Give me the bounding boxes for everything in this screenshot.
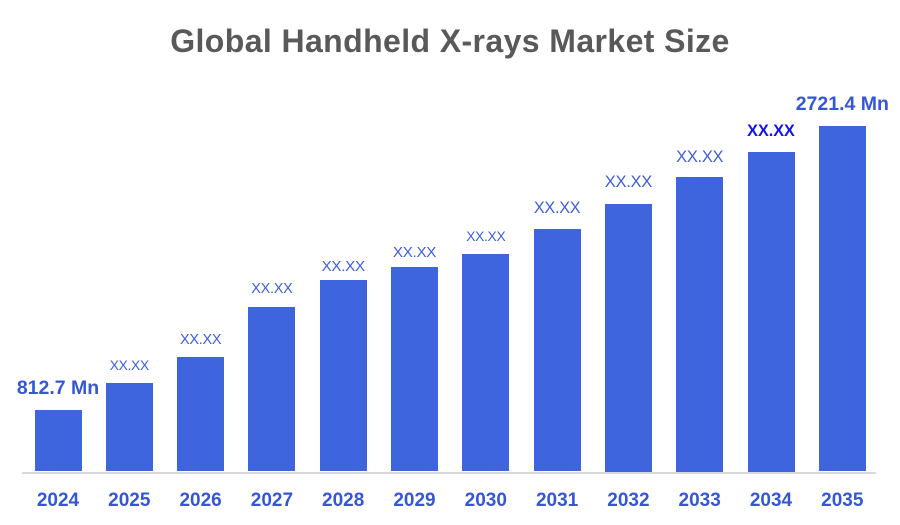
x-axis-line — [22, 471, 876, 474]
bar-value-label-2032: XX.XX — [604, 172, 653, 192]
bar-2033 — [676, 177, 724, 472]
bar-2025 — [105, 383, 153, 472]
bar-2027 — [248, 306, 296, 472]
bar-value-label-2027: XX.XX — [251, 281, 293, 298]
x-axis-label-2025: 2025 — [108, 490, 151, 512]
bar-2031 — [533, 228, 581, 472]
bar-value-label-2030: XX.XX — [466, 228, 506, 244]
bar-2032 — [604, 204, 652, 472]
bar-value-label-2031: XX.XX — [533, 198, 581, 217]
x-axis-label-2027: 2027 — [250, 490, 294, 512]
bar-value-label-2026: XX.XX — [179, 332, 222, 349]
bar-2026 — [177, 357, 225, 472]
bar-value-label-2035: 2721.4 Mn — [795, 93, 889, 116]
bar-2029 — [391, 267, 438, 472]
chart-title: Global Handheld X-rays Market Size — [170, 23, 730, 59]
x-axis-label-2030: 2030 — [464, 490, 507, 512]
bar-2024 — [34, 409, 82, 472]
x-axis-label-2029: 2029 — [393, 490, 436, 512]
x-axis-label-2034: 2034 — [749, 490, 793, 512]
bar-2034 — [747, 152, 795, 472]
x-axis-label-2033: 2033 — [678, 490, 721, 512]
bar-value-label-2033: XX.XX — [676, 147, 724, 166]
bar-2030 — [462, 254, 510, 472]
bar-value-label-2034: XX.XX — [747, 121, 795, 140]
bar-value-label-2025: XX.XX — [109, 358, 149, 374]
bar-2028 — [319, 280, 367, 472]
x-axis-label-2031: 2031 — [535, 490, 579, 512]
x-axis-label-2032: 2032 — [607, 490, 650, 512]
x-axis-label-2024: 2024 — [36, 490, 80, 512]
x-axis-label-2026: 2026 — [179, 490, 222, 512]
x-axis-label-2035: 2035 — [821, 490, 864, 512]
x-axis-label-2028: 2028 — [322, 490, 365, 512]
bar-value-label-2024: 812.7 Mn — [16, 376, 100, 399]
bar-value-label-2029: XX.XX — [392, 244, 437, 262]
bar-value-label-2028: XX.XX — [321, 258, 366, 276]
bar-2035 — [818, 125, 866, 472]
